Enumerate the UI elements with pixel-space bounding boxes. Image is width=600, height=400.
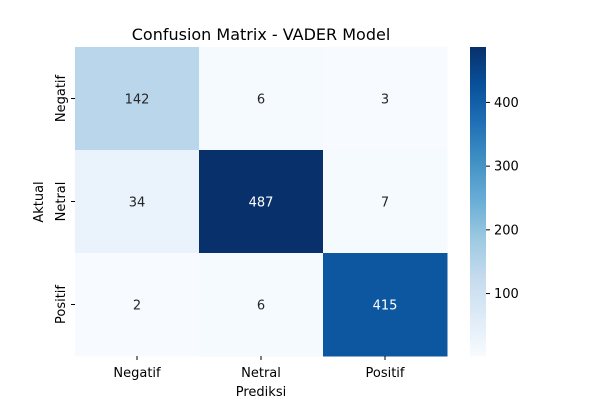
y-axis: Negatif Netral Positif <box>54 74 75 324</box>
colorbar-ticks: 100 200 300 400 <box>486 96 519 302</box>
cell-value-label-r2-c2: 415 <box>373 299 398 314</box>
colorbar-tick-label-3: 400 <box>494 96 519 111</box>
heatmap-cell-labels: 142 6 3 34 487 7 2 6 415 <box>125 93 398 314</box>
x-tick-label-2: Positif <box>366 366 405 381</box>
heatmap-cell-r2-c2 <box>323 253 448 357</box>
heatmap-cell-r2-c0 <box>75 253 200 357</box>
y-tick-label-1: Netral <box>54 182 69 222</box>
heatmap-cell-r0-c2 <box>323 47 448 151</box>
heatmap-cell-r0-c0 <box>75 47 200 151</box>
cell-value-label-r2-c0: 2 <box>133 299 141 314</box>
colorbar-tick-label-2: 300 <box>494 160 519 175</box>
cell-value-label-r1-c2: 7 <box>381 196 389 211</box>
heatmap-cell-r2-c1 <box>199 253 324 357</box>
cell-value-label-r0-c2: 3 <box>381 93 389 108</box>
cell-value-label-r1-c1: 487 <box>249 196 274 211</box>
y-tick-label-2: Positif <box>54 285 69 324</box>
x-axis: Negatif Netral Positif <box>113 356 405 381</box>
cell-value-label-r2-c1: 6 <box>257 299 265 314</box>
x-tick-label-0: Negatif <box>113 366 161 381</box>
heatmap-cells <box>75 47 448 357</box>
colorbar-tick-label-1: 200 <box>494 223 519 238</box>
y-tick-label-0: Negatif <box>54 74 69 122</box>
x-tick-label-1: Netral <box>241 366 281 381</box>
cell-value-label-r1-c0: 34 <box>129 196 146 211</box>
heatmap-cell-r1-c1 <box>199 150 324 254</box>
heatmap-cell-r0-c1 <box>199 47 324 151</box>
x-axis-label: Prediksi <box>236 385 286 400</box>
colorbar <box>470 47 486 356</box>
heatmap-cell-r1-c2 <box>323 150 448 254</box>
cell-value-label-r0-c1: 6 <box>257 93 265 108</box>
y-axis-label: Aktual <box>32 181 47 222</box>
chart-title: Confusion Matrix - VADER Model <box>132 25 391 44</box>
heatmap-cell-r1-c0 <box>75 150 200 254</box>
colorbar-tick-label-0: 100 <box>494 287 519 302</box>
cell-value-label-r0-c0: 142 <box>125 93 150 108</box>
